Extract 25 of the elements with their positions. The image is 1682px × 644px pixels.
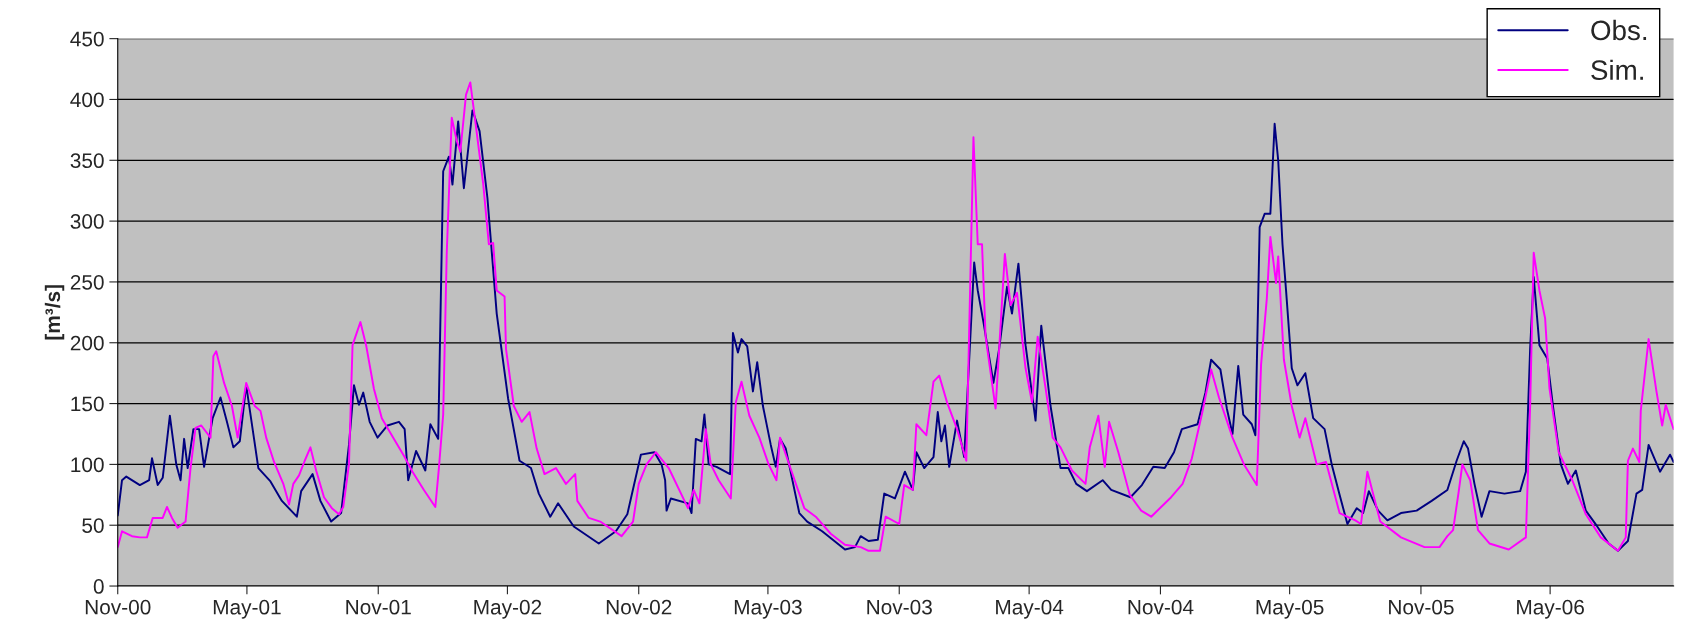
y-tick-label: 300 [70, 214, 104, 229]
y-tick-label: 150 [71, 396, 104, 412]
x-tick-label: Nov-02 [606, 599, 672, 615]
x-tick-label: May-02 [474, 599, 542, 619]
x-tick-label: May-06 [1517, 599, 1584, 619]
x-tick-label: May-01 [213, 599, 281, 619]
y-tick-label: 100 [71, 457, 104, 473]
y-tick-label: 450 [70, 31, 104, 47]
x-tick-label: May-04 [996, 599, 1064, 619]
y-tick-label: 200 [70, 335, 104, 351]
y-tick-label: 250 [70, 274, 104, 290]
x-tick-label: Nov-04 [1128, 599, 1194, 615]
y-tick-label: 50 [82, 518, 104, 533]
legend-label: Obs. [1591, 19, 1647, 41]
x-tick-label: Nov-01 [346, 599, 411, 615]
x-tick-label: May-03 [734, 599, 802, 619]
x-tick-label: Nov-05 [1389, 599, 1454, 615]
x-tick-label: May-05 [1256, 599, 1324, 619]
x-tick-label: Nov-00 [85, 599, 151, 615]
legend-label: Sim. [1591, 59, 1643, 81]
x-tick-label: Nov-03 [867, 599, 932, 615]
y-tick-label: 400 [70, 92, 104, 108]
y-axis-title: [m³/s] [44, 285, 65, 340]
y-tick-label: 0 [93, 579, 104, 594]
y-tick-label: 350 [70, 153, 104, 169]
